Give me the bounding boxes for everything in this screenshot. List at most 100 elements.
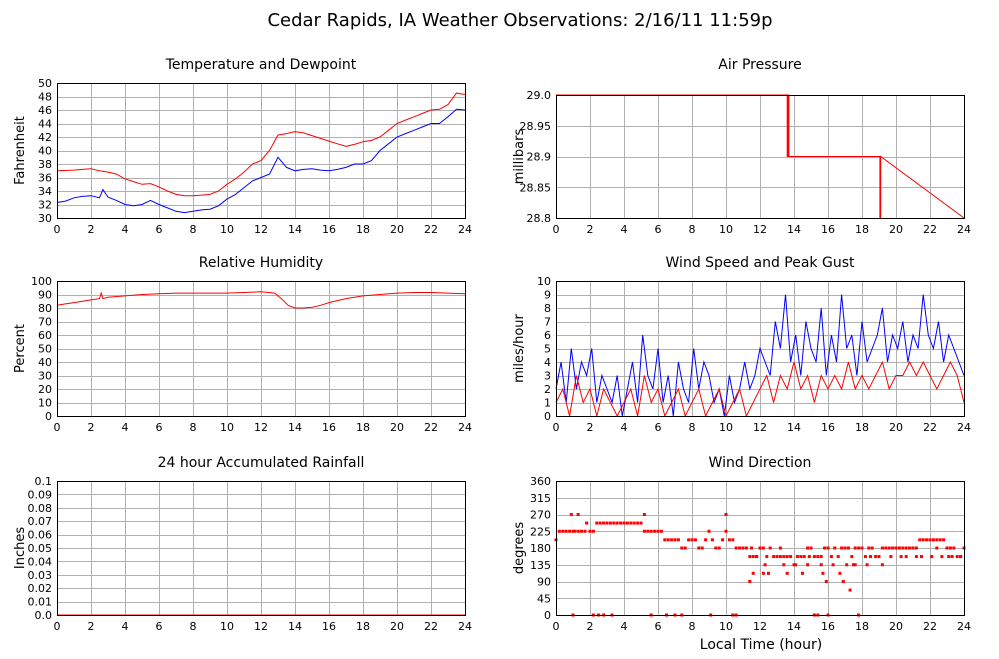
data-point xyxy=(763,563,767,567)
plot-frame xyxy=(556,95,965,219)
data-point xyxy=(860,546,864,550)
x-tick-label: 0 xyxy=(553,620,560,633)
y-tick-label: 0 xyxy=(544,609,551,622)
data-point xyxy=(724,513,728,516)
data-point xyxy=(869,555,872,559)
data-point xyxy=(588,529,592,533)
x-tick-label: 0 xyxy=(54,620,61,633)
y-tick-label: 28.9 xyxy=(527,151,552,164)
data-point xyxy=(899,555,903,559)
data-point xyxy=(598,521,602,525)
y-tick-label: 46 xyxy=(38,104,52,117)
data-point xyxy=(904,546,908,550)
plot-frame xyxy=(556,481,965,616)
data-point xyxy=(853,563,857,567)
data-point xyxy=(795,555,799,559)
y-tick-label: 42 xyxy=(38,131,52,144)
data-point xyxy=(799,555,803,559)
data-point xyxy=(865,563,869,567)
y-tick-label: 80 xyxy=(38,302,52,315)
data-point xyxy=(841,580,845,583)
x-tick-label: 18 xyxy=(855,223,869,236)
y-tick-label: 38 xyxy=(38,158,52,171)
x-tick-label: 18 xyxy=(855,620,869,633)
data-point xyxy=(663,538,667,542)
x-axis-label: Local Time (hour) xyxy=(700,637,822,653)
y-tick-label: 6 xyxy=(544,329,551,342)
data-point xyxy=(942,538,946,542)
data-point xyxy=(591,529,595,533)
data-point xyxy=(848,588,852,592)
data-point xyxy=(794,563,798,567)
data-point xyxy=(649,529,653,533)
data-point xyxy=(615,521,619,525)
x-tick-label: 16 xyxy=(821,223,835,236)
x-tick-label: 10 xyxy=(719,421,733,434)
y-axis-label: Fahrenheit xyxy=(13,116,28,185)
x-tick-label: 2 xyxy=(88,223,95,236)
y-tick-label: 0.05 xyxy=(28,542,53,555)
data-point xyxy=(653,529,657,533)
data-point xyxy=(625,521,629,525)
data-point xyxy=(852,563,855,567)
data-point xyxy=(880,563,884,567)
data-point xyxy=(863,555,867,559)
x-tick-label: 12 xyxy=(753,421,767,434)
data-point xyxy=(806,546,810,550)
data-point xyxy=(838,571,842,575)
chart-title: Relative Humidity xyxy=(199,255,323,271)
data-point xyxy=(642,529,646,533)
y-tick-label: 20 xyxy=(38,383,52,396)
data-point xyxy=(741,546,745,550)
data-point xyxy=(809,546,813,550)
data-point xyxy=(768,546,772,550)
x-tick-label: 22 xyxy=(923,421,937,434)
data-point xyxy=(608,521,612,525)
data-point xyxy=(840,546,844,550)
data-point xyxy=(887,546,891,550)
data-point xyxy=(724,529,728,533)
data-point xyxy=(792,563,796,567)
data-point xyxy=(710,538,714,542)
x-tick-label: 22 xyxy=(923,223,937,236)
data-point xyxy=(673,538,677,542)
x-tick-label: 4 xyxy=(122,620,129,633)
x-tick-label: 18 xyxy=(855,421,869,434)
data-point xyxy=(819,563,823,567)
data-point xyxy=(585,521,589,525)
data-point xyxy=(656,529,660,533)
y-tick-label: 60 xyxy=(38,329,52,342)
data-point xyxy=(670,538,674,542)
figure-title: Cedar Rapids, IA Weather Observations: 2… xyxy=(267,10,772,31)
data-point xyxy=(561,529,565,533)
x-tick-label: 8 xyxy=(689,421,696,434)
y-tick-label: 5 xyxy=(544,343,551,356)
data-point xyxy=(867,546,871,550)
data-point xyxy=(897,546,901,550)
data-point xyxy=(767,571,770,575)
x-tick-label: 12 xyxy=(753,620,767,633)
data-point xyxy=(911,546,915,550)
chart-title: Air Pressure xyxy=(718,57,801,73)
y-tick-label: 10 xyxy=(537,275,551,288)
x-tick-label: 24 xyxy=(458,421,472,434)
x-tick-label: 8 xyxy=(689,620,696,633)
x-tick-label: 20 xyxy=(889,620,903,633)
series-line-2 xyxy=(555,360,965,418)
y-tick-label: 90 xyxy=(38,289,52,302)
y-tick-label: 0.09 xyxy=(28,488,53,501)
data-point xyxy=(821,571,825,575)
data-point xyxy=(748,555,752,559)
x-tick-label: 18 xyxy=(356,223,370,236)
data-point xyxy=(785,571,789,575)
accumulated-rainfall-chart: 0 2 4 6 8 10 12 14 16 18 20 22 240.00.010.020.030.04… xyxy=(13,455,472,633)
data-point xyxy=(829,555,833,559)
data-point xyxy=(931,538,935,542)
plot-frame xyxy=(57,481,466,616)
x-tick-label: 0 xyxy=(54,421,61,434)
x-tick-label: 4 xyxy=(621,421,628,434)
data-point xyxy=(843,546,847,550)
data-point xyxy=(782,555,786,559)
data-point xyxy=(629,521,633,525)
